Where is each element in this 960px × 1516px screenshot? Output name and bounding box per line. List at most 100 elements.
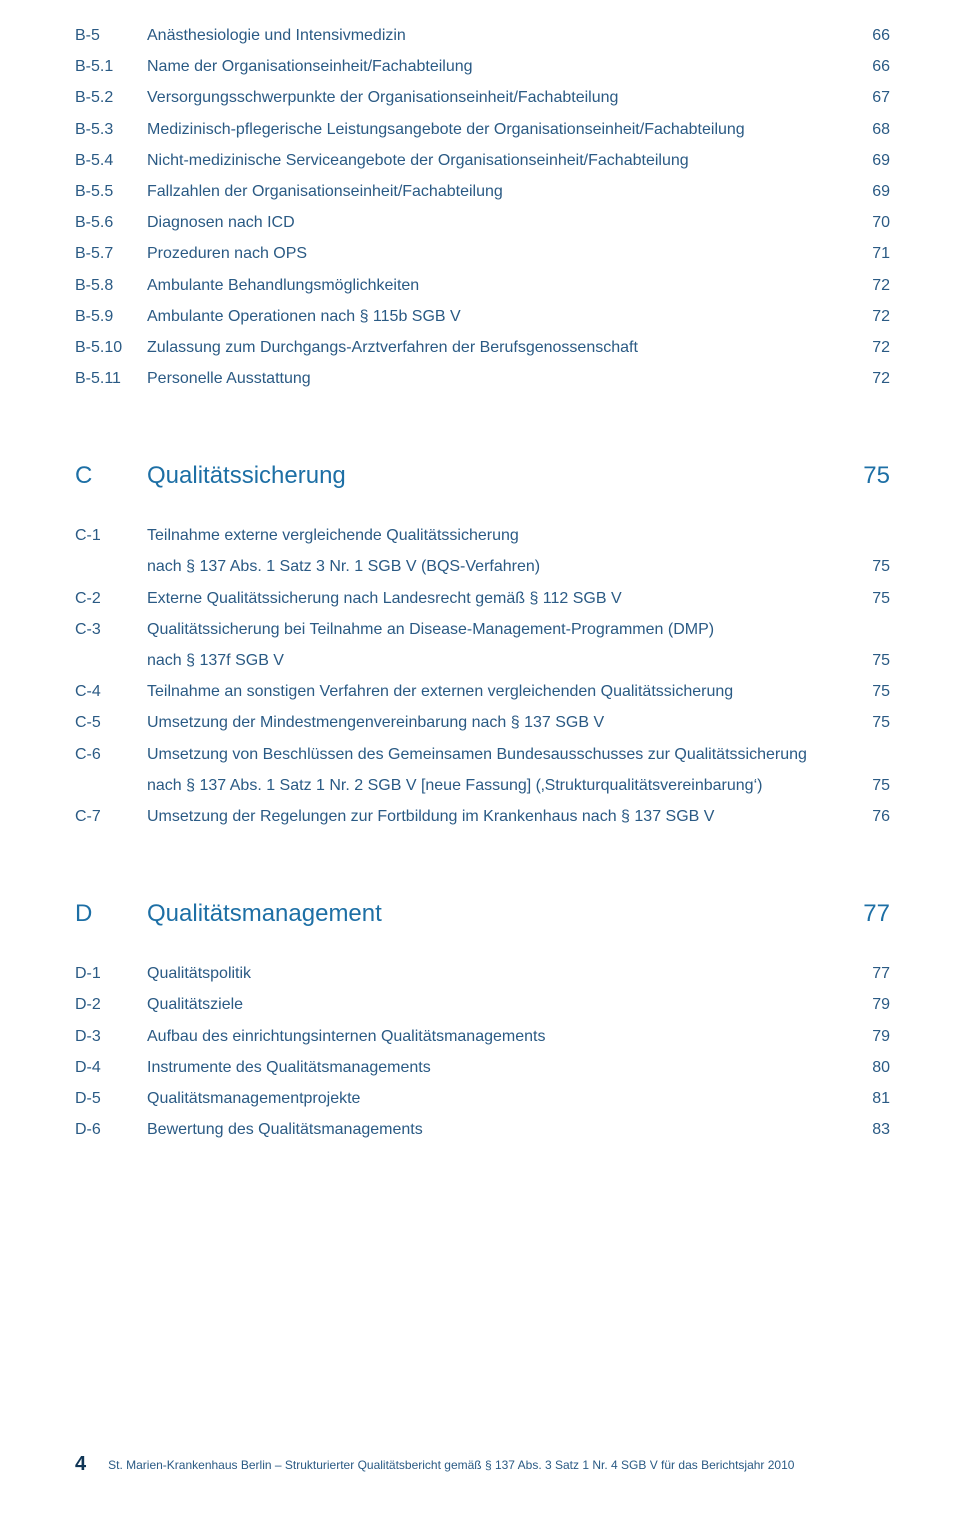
toc-entry: B-5.5Fallzahlen der Organisationseinheit… [75,176,890,207]
entry-title: Umsetzung der Regelungen zur Fortbildung… [147,801,860,832]
entry-page: 79 [860,1021,890,1052]
entry-code: D-4 [75,1052,147,1083]
entry-title: Teilnahme externe vergleichende Qualität… [147,520,860,551]
entry-title: Name der Organisationseinheit/Fachabteil… [147,51,860,82]
entry-title: Externe Qualitätssicherung nach Landesre… [147,583,860,614]
toc-entry: C-7Umsetzung der Regelungen zur Fortbild… [75,801,890,832]
entry-title: Anästhesiologie und Intensivmedizin [147,20,860,51]
entry-page: 75 [860,676,890,707]
toc-entry: B-5.3Medizinisch-pflegerische Leistungsa… [75,114,890,145]
entry-code: C-6 [75,739,147,770]
toc-entry: D-1Qualitätspolitik77 [75,958,890,989]
entry-title: Umsetzung von Beschlüssen des Gemeinsame… [147,739,860,770]
entry-title: Zulassung zum Durchgangs-Arztverfahren d… [147,332,860,363]
entry-code: B-5.10 [75,332,147,363]
entry-title: Teilnahme an sonstigen Verfahren der ext… [147,676,860,707]
entry-page: 80 [860,1052,890,1083]
entry-page: 75 [860,770,890,801]
entry-title: Qualitätspolitik [147,958,860,989]
section-page: 77 [850,900,890,928]
entry-page: 71 [860,238,890,269]
toc-entry: C-6Umsetzung von Beschlüssen des Gemeins… [75,739,890,770]
entry-code: C-2 [75,583,147,614]
entry-page: 72 [860,332,890,363]
toc-entry: nach § 137 Abs. 1 Satz 3 Nr. 1 SGB V (BQ… [75,551,890,582]
entry-page: 72 [860,270,890,301]
entry-page: 72 [860,363,890,394]
entry-title: Prozeduren nach OPS [147,238,860,269]
section-letter: D [75,900,147,928]
entry-code: C-1 [75,520,147,551]
entry-code: D-3 [75,1021,147,1052]
toc-entry: C-1Teilnahme externe vergleichende Quali… [75,520,890,551]
entry-code: B-5.1 [75,51,147,82]
entry-title: Instrumente des Qualitätsmanagements [147,1052,860,1083]
toc-entry: B-5.9Ambulante Operationen nach § 115b S… [75,301,890,332]
footer-text: St. Marien-Krankenhaus Berlin – Struktur… [108,1458,794,1472]
entry-page: 76 [860,801,890,832]
entry-page: 75 [860,707,890,738]
toc-entry: B-5.4Nicht-medizinische Serviceangebote … [75,145,890,176]
entry-page: 77 [860,958,890,989]
entry-code: B-5.3 [75,114,147,145]
toc-entry: B-5.1Name der Organisationseinheit/Facha… [75,51,890,82]
entry-code: D-6 [75,1114,147,1145]
entry-page: 75 [860,645,890,676]
toc-entry: D-6Bewertung des Qualitätsmanagements83 [75,1114,890,1145]
toc-entry: C-5Umsetzung der Mindestmengenvereinbaru… [75,707,890,738]
entry-title: Qualitätsziele [147,989,860,1020]
entry-page: 72 [860,301,890,332]
page-number: 4 [75,1453,86,1476]
entry-code: B-5.6 [75,207,147,238]
entry-title: Fallzahlen der Organisationseinheit/Fach… [147,176,860,207]
entry-title: Umsetzung der Mindestmengenvereinbarung … [147,707,860,738]
entry-title: Aufbau des einrichtungsinternen Qualität… [147,1021,860,1052]
entry-title: Diagnosen nach ICD [147,207,860,238]
entry-page: 83 [860,1114,890,1145]
entry-code: B-5.11 [75,363,147,394]
toc-entry: B-5.10Zulassung zum Durchgangs-Arztverfa… [75,332,890,363]
toc-entry: B-5.11Personelle Ausstattung72 [75,363,890,394]
entry-page: 70 [860,207,890,238]
section-heading: CQualitätssicherung75 [75,462,890,490]
entry-code: B-5.4 [75,145,147,176]
toc-entry: B-5.2Versorgungsschwerpunkte der Organis… [75,82,890,113]
entry-title: Qualitätsmanagementprojekte [147,1083,860,1114]
toc-entry: D-2Qualitätsziele79 [75,989,890,1020]
toc-entry: D-4Instrumente des Qualitätsmanagements8… [75,1052,890,1083]
toc-entry: D-5Qualitätsmanagementprojekte81 [75,1083,890,1114]
toc-entry: B-5.7Prozeduren nach OPS71 [75,238,890,269]
entry-page: 69 [860,176,890,207]
entry-title: Ambulante Behandlungsmöglichkeiten [147,270,860,301]
entry-page: 81 [860,1083,890,1114]
toc-entry: B-5.6Diagnosen nach ICD70 [75,207,890,238]
table-of-contents: B-5Anästhesiologie und Intensivmedizin66… [75,20,890,1145]
entry-title: Versorgungsschwerpunkte der Organisation… [147,82,860,113]
toc-entry: B-5.8Ambulante Behandlungsmöglichkeiten7… [75,270,890,301]
toc-entry: nach § 137f SGB V75 [75,645,890,676]
entry-page: 79 [860,989,890,1020]
toc-entry: C-3Qualitätssicherung bei Teilnahme an D… [75,614,890,645]
section-heading: DQualitätsmanagement77 [75,900,890,928]
entry-page: 67 [860,82,890,113]
entry-page: 75 [860,583,890,614]
entry-code: B-5.5 [75,176,147,207]
toc-entry: C-2Externe Qualitätssicherung nach Lande… [75,583,890,614]
toc-entry: B-5Anästhesiologie und Intensivmedizin66 [75,20,890,51]
entry-page: 66 [860,51,890,82]
entry-code: C-7 [75,801,147,832]
section-title: Qualitätsmanagement [147,900,850,928]
entry-code: C-3 [75,614,147,645]
entry-title: Ambulante Operationen nach § 115b SGB V [147,301,860,332]
entry-code: C-4 [75,676,147,707]
entry-code: D-2 [75,989,147,1020]
entry-page: 66 [860,20,890,51]
entry-title: Nicht-medizinische Serviceangebote der O… [147,145,860,176]
toc-entry: C-4Teilnahme an sonstigen Verfahren der … [75,676,890,707]
entry-title: Personelle Ausstattung [147,363,860,394]
entry-code: B-5 [75,20,147,51]
entry-title: Qualitätssicherung bei Teilnahme an Dise… [147,614,860,645]
entry-code: D-1 [75,958,147,989]
entry-code: B-5.2 [75,82,147,113]
section-letter: C [75,462,147,490]
